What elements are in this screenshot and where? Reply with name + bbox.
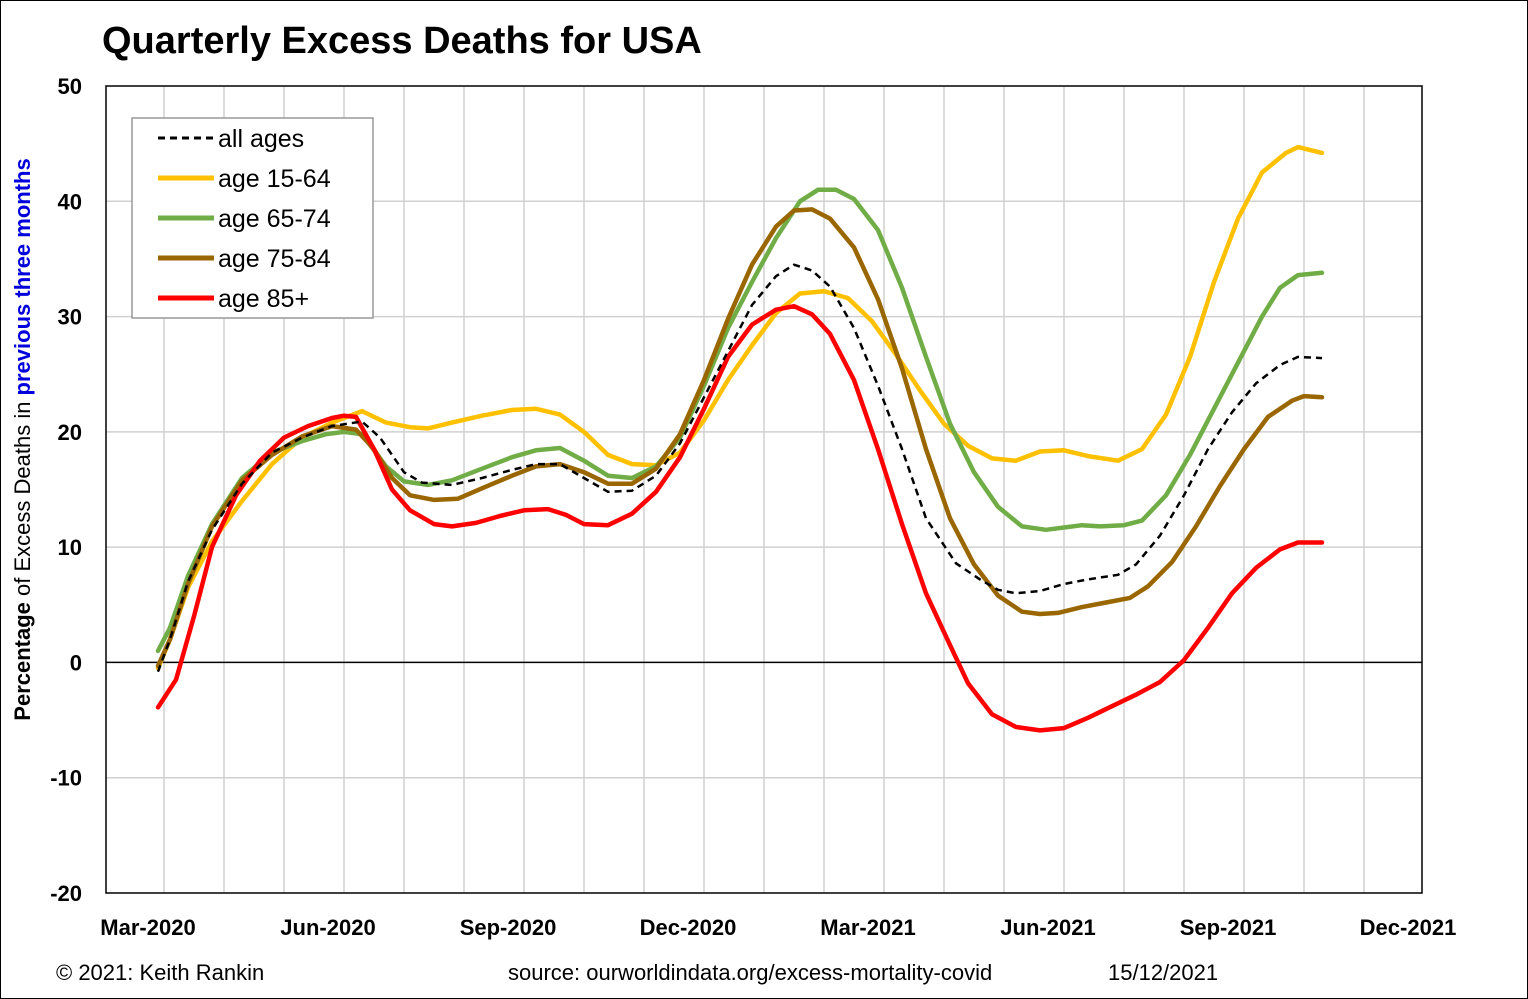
legend: all ages age 15-64 age 65-74 age 75-84 age 8… xyxy=(131,117,374,319)
y-axis-label: Percentage of Excess Deaths in previous … xyxy=(10,158,35,720)
x-tick-label: Jun-2021 xyxy=(1000,915,1095,940)
y-tick-label: 10 xyxy=(58,535,82,560)
legend-label: age 65-74 xyxy=(218,205,331,233)
chart-title: Quarterly Excess Deaths for USA xyxy=(102,20,702,62)
series-line-age-15-64 xyxy=(155,144,1325,671)
x-tick-label: Dec-2021 xyxy=(1360,915,1457,940)
legend-label: age 15-64 xyxy=(218,165,331,193)
y-tick-label: 20 xyxy=(58,420,82,445)
x-axis-ticks: Mar-2020 Jun-2020 Sep-2020 Dec-2020 Mar-2021… xyxy=(100,915,1456,940)
series-line-age-85- xyxy=(155,303,1325,733)
series-line-all-ages xyxy=(156,263,1323,673)
y-tick-label: 30 xyxy=(58,305,82,330)
y-label-part: previous three months xyxy=(10,158,35,395)
plot-border xyxy=(105,85,1423,894)
y-tick-label: 40 xyxy=(58,189,82,214)
y-tick-label: 50 xyxy=(58,74,82,99)
series-line-age-65-74 xyxy=(155,187,1325,654)
footer-copyright: © 2021: Keith Rankin xyxy=(56,960,265,985)
footer-date: 15/12/2021 xyxy=(1108,960,1219,985)
legend-label: age 85+ xyxy=(218,285,309,313)
series-line-age-75-84 xyxy=(155,207,1325,669)
y-axis-ticks: -20 -10 0 10 20 30 40 50 xyxy=(50,74,82,906)
x-tick-label: Mar-2020 xyxy=(100,915,195,940)
legend-label: age 75-84 xyxy=(218,245,331,273)
legend-label: all ages xyxy=(218,125,304,153)
x-tick-label: Sep-2021 xyxy=(1180,915,1277,940)
vertical-gridlines xyxy=(163,86,1365,893)
x-tick-label: Mar-2021 xyxy=(820,915,915,940)
x-tick-label: Sep-2020 xyxy=(460,915,557,940)
y-tick-label: -20 xyxy=(50,881,82,906)
series-lines xyxy=(155,144,1325,733)
x-tick-label: Dec-2020 xyxy=(640,915,737,940)
y-label-part: of Excess Deaths in xyxy=(10,395,35,602)
footer-source: source: ourworldindata.org/excess-mortal… xyxy=(508,960,993,985)
y-tick-label: 0 xyxy=(70,650,82,675)
y-tick-label: -10 xyxy=(50,766,82,791)
y-label-part: Percentage xyxy=(10,602,35,721)
x-tick-label: Jun-2020 xyxy=(280,915,375,940)
